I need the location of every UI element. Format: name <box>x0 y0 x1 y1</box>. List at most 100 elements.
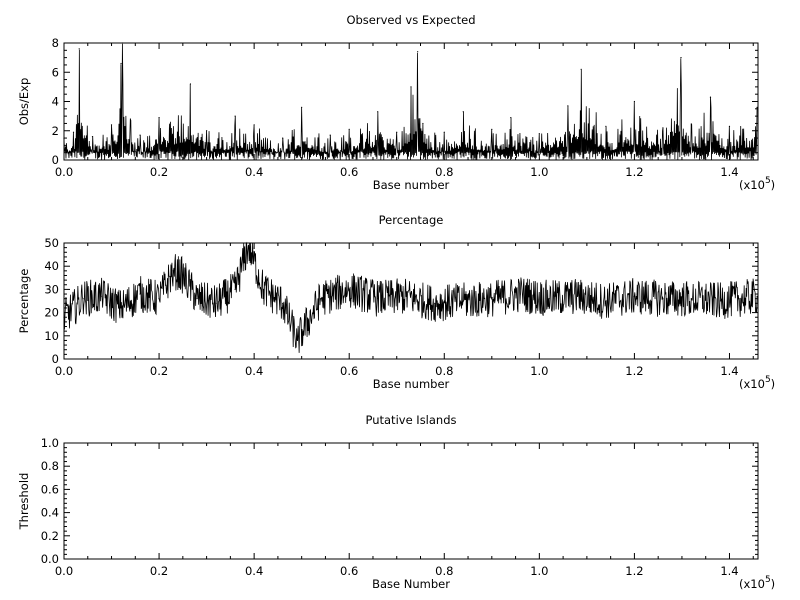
x-tick-label: 1.4 <box>720 564 738 578</box>
data-point <box>196 298 198 300</box>
x-tick-label: 1.4 <box>720 165 738 179</box>
y-tick-label: 30 <box>44 282 59 296</box>
x-tick-label: 0.8 <box>435 364 453 378</box>
x-scale-exponent: 5 <box>765 575 771 585</box>
x-tick-label: 1.0 <box>530 165 548 179</box>
x-tick-label: 0.6 <box>340 165 358 179</box>
y-tick-label: 20 <box>44 306 59 320</box>
plot-frame <box>63 242 759 360</box>
x-scale-base: (x10 <box>739 178 765 192</box>
data-point <box>567 105 569 107</box>
data-point <box>405 295 407 297</box>
x-tick-label: 1.2 <box>625 364 643 378</box>
x-tick-label: 1.2 <box>625 564 643 578</box>
data-point <box>605 125 607 127</box>
y-tick-label: 1.0 <box>41 436 59 450</box>
data-point <box>234 115 236 117</box>
data-point <box>234 288 236 290</box>
y-tick-label: 40 <box>44 259 59 273</box>
data-point <box>491 128 493 130</box>
x-tick-label: 0.4 <box>245 364 263 378</box>
panel-1: Observed vs Expected 0.0 0.2 0.4 0.6 0.8 1.0 1.… <box>17 13 775 192</box>
x-tick-label: 0.8 <box>435 165 453 179</box>
y-tick-label: 2 <box>52 124 59 138</box>
data-point <box>396 131 398 133</box>
data-point <box>728 125 731 127</box>
data-point <box>538 133 540 135</box>
data-point <box>410 86 412 88</box>
y-tick-label: 0 <box>52 352 59 366</box>
x-tick-label: 0.2 <box>150 364 168 378</box>
x-tick-label: 0.0 <box>55 564 73 578</box>
data-point <box>320 298 322 300</box>
data-point <box>519 293 521 295</box>
data-point <box>172 270 174 272</box>
data-point <box>110 124 113 126</box>
data-point <box>78 48 80 50</box>
x-axis-label: Base Number <box>372 577 450 591</box>
data-point <box>121 42 124 44</box>
data-point <box>709 96 712 98</box>
x-scale-base: (x10 <box>739 377 765 391</box>
x-scale-base: (x10 <box>739 577 765 591</box>
data-point <box>548 298 550 300</box>
data-point <box>101 295 103 297</box>
data-point <box>158 116 160 119</box>
data-point <box>282 302 284 304</box>
y-tick-label: 8 <box>52 36 59 50</box>
data-point <box>443 131 445 133</box>
data-point <box>282 137 284 139</box>
x-scale-factor: (x105) <box>739 575 775 591</box>
plot-frame <box>63 442 759 560</box>
y-tick-label: 0.8 <box>41 459 59 473</box>
data-point <box>680 57 682 59</box>
y-axis-label: Obs/Exp <box>17 78 31 126</box>
data-point <box>263 288 265 290</box>
chart-title: Observed vs Expected <box>346 13 475 27</box>
data-point <box>462 111 464 113</box>
y-axis-label: Threshold <box>17 473 31 531</box>
x-scale-factor: (x105) <box>739 176 775 192</box>
y-tick-label: 4 <box>52 95 59 109</box>
x-tick-label: 0.6 <box>340 564 358 578</box>
data-point <box>417 51 419 53</box>
y-tick-label: 0 <box>52 153 59 167</box>
panel-3: Putative Islands 0.0 0.2 0.4 0.6 0.8 1.0 1.2 1.4… <box>17 413 775 591</box>
data-point <box>63 137 65 139</box>
x-tick-label: 0.0 <box>55 364 73 378</box>
data-point <box>189 83 192 85</box>
chart-title: Putative Islands <box>365 413 456 427</box>
x-tick-label: 0.2 <box>150 564 168 578</box>
x-scale-exponent: 5 <box>765 375 771 385</box>
data-point <box>215 302 217 304</box>
data-point <box>139 293 141 295</box>
data-point <box>182 274 184 277</box>
data-point <box>139 134 141 136</box>
x-tick-label: 1.4 <box>720 364 738 378</box>
data-point <box>580 68 582 70</box>
x-tick-label: 0.4 <box>245 165 263 179</box>
data-point <box>206 130 208 132</box>
data-point <box>348 128 350 130</box>
data-point <box>633 295 636 297</box>
x-scale-exponent: 5 <box>765 176 771 186</box>
data-series-trace <box>63 241 758 353</box>
x-tick-label: 0.0 <box>55 165 73 179</box>
data-point <box>72 131 75 133</box>
data-point <box>738 298 740 300</box>
data-point <box>253 124 255 126</box>
data-point <box>605 300 607 302</box>
y-tick-label: 0.2 <box>41 529 59 543</box>
data-point <box>301 106 303 108</box>
panel-2: Percentage 0.0 0.2 0.4 0.6 0.8 1.0 1.2 1.4 0 10 20 3… <box>17 213 775 391</box>
data-point <box>91 136 94 138</box>
data-point <box>719 300 721 302</box>
data-point <box>690 124 693 126</box>
data-point <box>662 298 664 300</box>
data-point <box>462 300 464 302</box>
x-tick-label: 1.2 <box>625 165 643 179</box>
data-point <box>63 316 65 318</box>
data-point <box>82 298 84 300</box>
data-point <box>120 307 122 309</box>
